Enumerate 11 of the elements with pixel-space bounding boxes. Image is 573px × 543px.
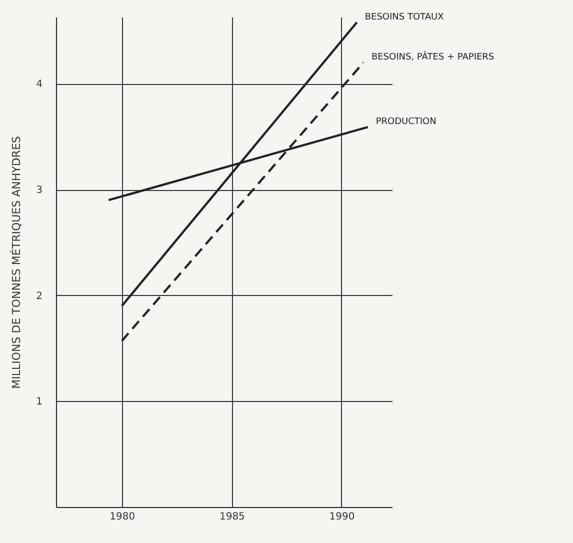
x-tick-label: 1980 bbox=[110, 512, 136, 522]
y-tick-label: 2 bbox=[36, 290, 42, 302]
y-tick-label: 3 bbox=[36, 185, 42, 196]
series-label: BESOINS TOTAUX bbox=[364, 12, 444, 22]
x-tick-label: 1985 bbox=[219, 512, 245, 522]
series-label: BESOINS, PÂTES + PAPIERS bbox=[371, 50, 494, 63]
y-axis-title: MILLIONS DE TONNES MÉTRIQUES ANHYDRES bbox=[9, 136, 24, 389]
series-label: PRODUCTION bbox=[376, 117, 436, 128]
y-tick-label: 1 bbox=[36, 396, 42, 408]
y-tick-label: 4 bbox=[36, 79, 42, 90]
x-tick-label: 1990 bbox=[329, 512, 355, 522]
